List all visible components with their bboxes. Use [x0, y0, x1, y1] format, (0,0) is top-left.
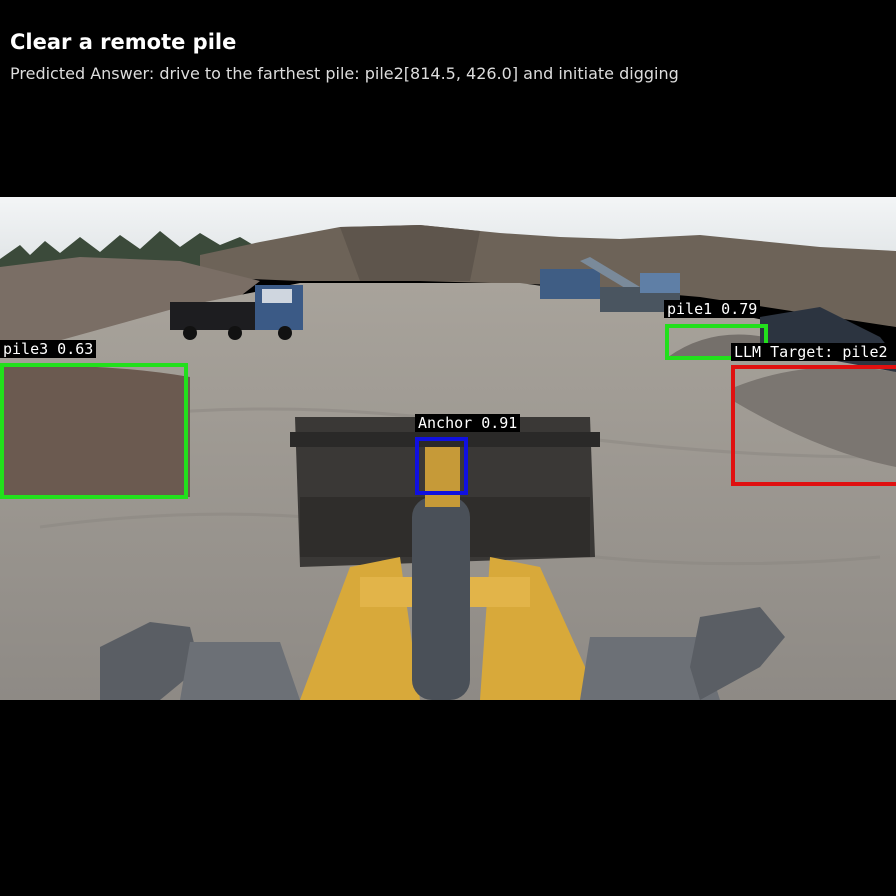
- camera-frame: pile1 0.79 LLM Target: pile2 0 pile3 0.6…: [0, 197, 896, 700]
- crusher-machine: [540, 257, 680, 312]
- page-title: Clear a remote pile: [10, 30, 237, 54]
- pile1-box: [665, 324, 768, 360]
- dump-truck: [170, 285, 303, 340]
- predicted-answer: Predicted Answer: drive to the farthest …: [10, 64, 679, 83]
- pile1-label: pile1 0.79: [664, 300, 761, 318]
- pile2-label: LLM Target: pile2 0: [731, 343, 896, 361]
- pile3-box: [0, 363, 188, 499]
- anchor-box: [415, 437, 468, 495]
- loader-arms: [300, 447, 600, 700]
- pile3-label: pile3 0.63: [0, 340, 97, 358]
- anchor-label: Anchor 0.91: [415, 414, 521, 432]
- pile3-shape: [0, 365, 190, 497]
- loader-fenders: [100, 607, 785, 700]
- pile2-target-box: [731, 365, 896, 486]
- pile2-shape: [735, 367, 896, 467]
